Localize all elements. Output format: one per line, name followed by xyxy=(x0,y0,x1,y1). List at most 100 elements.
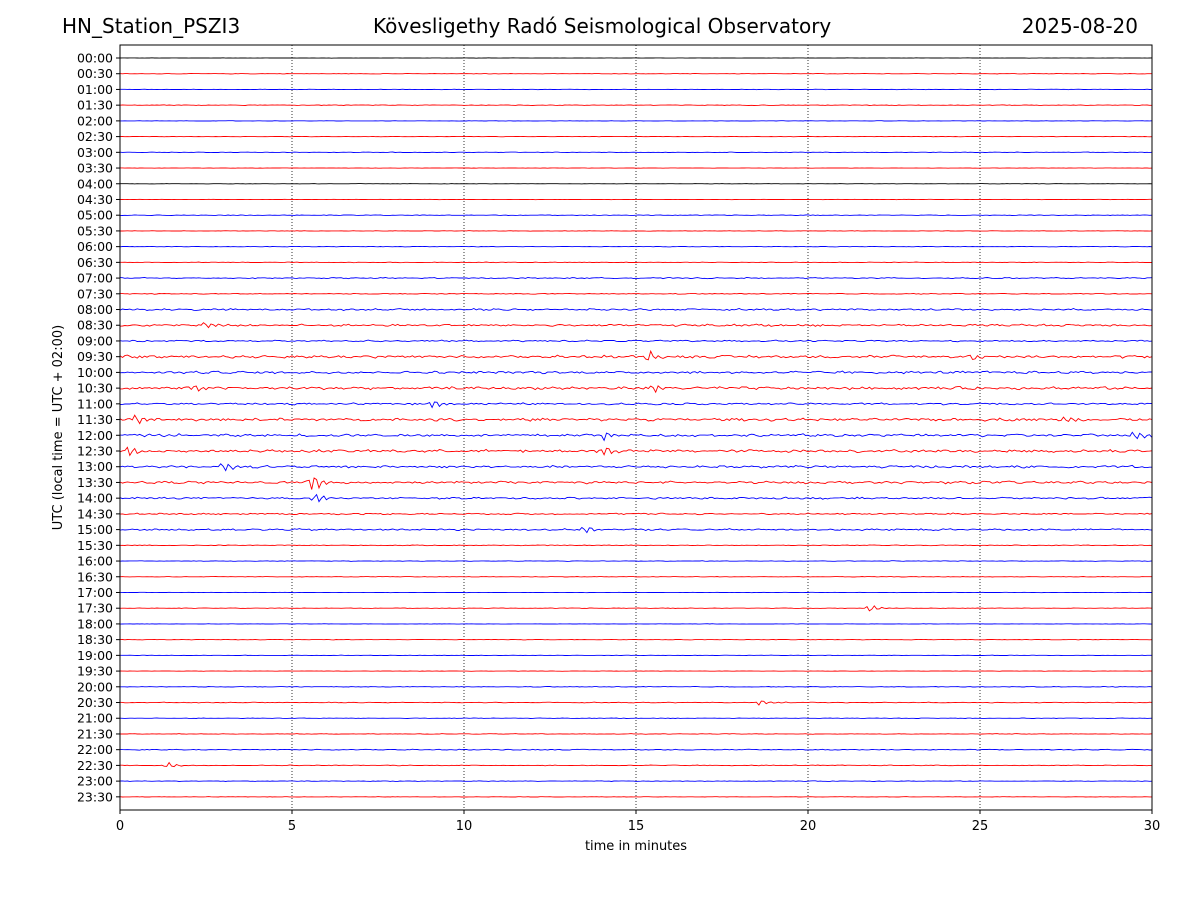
trace-0530 xyxy=(120,230,1153,232)
x-tick-label: 25 xyxy=(972,819,989,834)
trace-0030 xyxy=(119,73,1152,75)
trace-1300 xyxy=(119,463,1152,472)
y-tick-label: 13:30 xyxy=(77,475,113,490)
y-tick-label: 22:00 xyxy=(77,742,113,757)
trace-1500 xyxy=(119,526,1153,534)
y-tick-label: 23:30 xyxy=(77,789,113,804)
trace-1000 xyxy=(119,370,1153,375)
y-tick-label: 03:30 xyxy=(77,161,113,176)
x-tick-label: 5 xyxy=(288,819,296,834)
y-tick-label: 00:00 xyxy=(77,51,113,66)
x-tick-label: 10 xyxy=(456,819,473,834)
y-tick-label: 14:30 xyxy=(77,506,113,521)
trace-2130 xyxy=(119,733,1153,735)
y-tick-label: 01:00 xyxy=(77,82,113,97)
y-tick-label: 04:00 xyxy=(77,176,113,191)
y-tick-label: 11:00 xyxy=(77,396,113,411)
y-tick-label: 05:30 xyxy=(77,223,113,238)
y-tick-label: 19:00 xyxy=(77,648,113,663)
y-tick-label: 14:00 xyxy=(77,491,113,506)
trace-1730 xyxy=(119,605,1153,612)
y-tick-label: 18:00 xyxy=(77,616,113,631)
trace-0630 xyxy=(120,261,1153,264)
y-tick-label: 09:30 xyxy=(77,349,113,364)
y-axis-label: UTC (local time = UTC + 02:00) xyxy=(51,325,66,530)
y-tick-label: 08:30 xyxy=(77,318,113,333)
trace-1230 xyxy=(119,446,1153,457)
y-tick-label: 07:30 xyxy=(77,286,113,301)
y-tick-label: 17:00 xyxy=(77,585,113,600)
trace-2000 xyxy=(120,686,1153,688)
trace-2300 xyxy=(119,780,1153,782)
y-tick-label: 10:30 xyxy=(77,381,113,396)
trace-1900 xyxy=(120,654,1152,657)
y-tick-label: 16:30 xyxy=(77,569,113,584)
y-tick-label: 17:30 xyxy=(77,601,113,616)
y-tick-label: 12:30 xyxy=(77,444,113,459)
y-tick-label: 13:00 xyxy=(77,459,113,474)
y-tick-label: 15:30 xyxy=(77,538,113,553)
y-tick-label: 21:30 xyxy=(77,726,113,741)
y-tick-label: 21:00 xyxy=(77,711,113,726)
y-tick-label: 03:00 xyxy=(77,145,113,160)
trace-2230 xyxy=(120,761,1152,768)
trace-1630 xyxy=(119,576,1152,578)
trace-2100 xyxy=(119,717,1153,719)
y-tick-label: 15:00 xyxy=(77,522,113,537)
trace-1030 xyxy=(120,385,1153,394)
y-tick-label: 22:30 xyxy=(77,758,113,773)
y-tick-label: 20:30 xyxy=(77,695,113,710)
y-tick-label: 12:00 xyxy=(77,428,113,443)
trace-0700 xyxy=(119,276,1153,280)
grid-lines xyxy=(291,45,981,810)
trace-1830 xyxy=(119,638,1153,641)
trace-1100 xyxy=(119,401,1153,409)
y-tick-label: 06:00 xyxy=(77,239,113,254)
y-tick-label: 09:00 xyxy=(77,333,113,348)
trace-1200 xyxy=(119,431,1153,442)
y-tick-label: 07:00 xyxy=(77,271,113,286)
trace-1530 xyxy=(119,544,1153,547)
y-tick-label: 01:30 xyxy=(77,98,113,113)
trace-0900 xyxy=(119,339,1153,343)
trace-2030 xyxy=(119,700,1153,706)
y-tick-label: 11:30 xyxy=(77,412,113,427)
y-tick-label: 20:00 xyxy=(77,679,113,694)
trace-0100 xyxy=(120,88,1153,91)
trace-0130 xyxy=(119,104,1152,106)
trace-0300 xyxy=(119,151,1153,154)
trace-0600 xyxy=(119,245,1153,248)
x-tick-label: 0 xyxy=(116,819,124,834)
station-name: HN_Station_PSZI3 xyxy=(62,14,241,38)
x-tick-label: 20 xyxy=(800,819,817,834)
y-tick-label: 18:30 xyxy=(77,632,113,647)
x-axis-label: time in minutes xyxy=(585,839,687,854)
y-tick-label: 19:30 xyxy=(77,664,113,679)
trace-0500 xyxy=(119,214,1153,217)
y-tick-label: 00:30 xyxy=(77,66,113,81)
y-tick-label: 16:00 xyxy=(77,554,113,569)
trace-0930 xyxy=(119,349,1153,361)
y-axis: 00:0000:3001:0001:3002:0002:3003:0003:30… xyxy=(77,51,120,804)
trace-1430 xyxy=(119,512,1153,516)
chart-title: Kövesligethy Radó Seismological Observat… xyxy=(373,14,832,38)
y-tick-label: 06:30 xyxy=(77,255,113,270)
trace-1330 xyxy=(119,477,1153,490)
y-tick-label: 08:00 xyxy=(77,302,113,317)
trace-2200 xyxy=(119,748,1152,751)
trace-1130 xyxy=(119,414,1153,425)
x-tick-label: 15 xyxy=(628,819,645,834)
y-tick-label: 02:30 xyxy=(77,129,113,144)
x-tick-label: 30 xyxy=(1144,819,1161,834)
trace-1400 xyxy=(119,493,1153,503)
y-tick-label: 23:00 xyxy=(77,774,113,789)
trace-0830 xyxy=(119,322,1153,329)
trace-1600 xyxy=(119,560,1153,562)
trace-0800 xyxy=(119,307,1153,311)
trace-group xyxy=(119,57,1153,798)
x-axis: 0 5 10 15 20 25 30 xyxy=(116,810,1160,834)
y-tick-label: 02:00 xyxy=(77,113,113,128)
trace-0730 xyxy=(119,292,1153,295)
chart-date: 2025-08-20 xyxy=(1021,14,1138,38)
